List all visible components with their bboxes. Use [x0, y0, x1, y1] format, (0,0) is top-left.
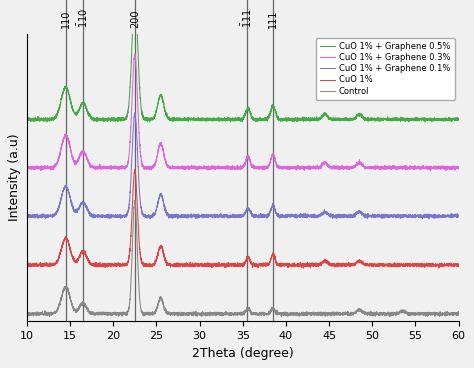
CuO 1% + Graphene 0.3% — [189, 166, 195, 171]
CuO 1% + Graphene 0.5% — [283, 116, 289, 121]
X-axis label: 2Theta (degree): 2Theta (degree) — [192, 347, 294, 360]
CuO 1% — [379, 262, 385, 267]
Text: 110: 110 — [61, 10, 71, 28]
Control — [379, 310, 385, 315]
Text: 200: 200 — [130, 10, 140, 28]
Y-axis label: Intensity (a.u): Intensity (a.u) — [9, 134, 21, 222]
CuO 1% + Graphene 0.3% — [24, 166, 30, 170]
Control — [346, 313, 352, 318]
CuO 1% — [283, 261, 289, 265]
CuO 1% + Graphene 0.3% — [305, 166, 310, 170]
CuO 1% + Graphene 0.5% — [24, 117, 30, 121]
CuO 1% + Graphene 0.1% — [102, 214, 108, 219]
CuO 1% — [24, 263, 30, 268]
Line: CuO 1% + Graphene 0.1%: CuO 1% + Graphene 0.1% — [27, 113, 459, 219]
CuO 1% + Graphene 0.1% — [283, 215, 289, 219]
CuO 1% + Graphene 0.1% — [132, 111, 138, 115]
CuO 1% + Graphene 0.5% — [422, 120, 428, 124]
Legend: CuO 1% + Graphene 0.5%, CuO 1% + Graphene 0.3%, CuO 1% + Graphene 0.1%, CuO 1%, : CuO 1% + Graphene 0.5%, CuO 1% + Graphen… — [316, 38, 455, 100]
CuO 1% — [305, 264, 310, 269]
CuO 1% + Graphene 0.3% — [346, 166, 352, 171]
CuO 1% + Graphene 0.1% — [346, 214, 352, 218]
CuO 1% + Graphene 0.3% — [379, 165, 385, 169]
Line: Control: Control — [27, 201, 459, 316]
CuO 1% — [102, 261, 108, 266]
Control — [102, 310, 108, 314]
CuO 1% — [346, 263, 352, 267]
CuO 1% — [436, 266, 442, 270]
CuO 1% + Graphene 0.3% — [456, 167, 462, 171]
CuO 1% + Graphene 0.1% — [419, 216, 425, 221]
Text: $\bar{1}$11: $\bar{1}$11 — [240, 8, 254, 28]
CuO 1% + Graphene 0.3% — [132, 52, 137, 56]
Control — [456, 312, 462, 317]
Line: CuO 1%: CuO 1% — [27, 169, 459, 268]
CuO 1% + Graphene 0.5% — [346, 118, 352, 122]
Control — [189, 311, 195, 315]
CuO 1% + Graphene 0.3% — [283, 164, 289, 169]
CuO 1% + Graphene 0.5% — [379, 117, 385, 122]
CuO 1% — [189, 262, 195, 266]
CuO 1% — [456, 262, 462, 267]
CuO 1% + Graphene 0.1% — [189, 215, 195, 219]
CuO 1% + Graphene 0.1% — [24, 215, 30, 219]
Text: $\bar{1}$10: $\bar{1}$10 — [76, 8, 90, 28]
CuO 1% + Graphene 0.5% — [305, 116, 310, 120]
Text: 111: 111 — [268, 10, 278, 28]
Control — [305, 311, 310, 315]
CuO 1% + Graphene 0.3% — [102, 164, 108, 169]
CuO 1% + Graphene 0.5% — [189, 117, 195, 122]
Control — [132, 198, 138, 203]
CuO 1% + Graphene 0.5% — [456, 117, 462, 121]
CuO 1% + Graphene 0.1% — [379, 214, 385, 219]
CuO 1% + Graphene 0.1% — [305, 215, 310, 219]
Control — [24, 311, 30, 316]
CuO 1% — [132, 167, 138, 171]
CuO 1% + Graphene 0.1% — [456, 214, 462, 218]
Control — [283, 313, 289, 318]
CuO 1% + Graphene 0.5% — [102, 117, 108, 122]
Line: CuO 1% + Graphene 0.3%: CuO 1% + Graphene 0.3% — [27, 54, 459, 171]
Control — [46, 314, 52, 319]
Line: CuO 1% + Graphene 0.5%: CuO 1% + Graphene 0.5% — [27, 0, 459, 122]
CuO 1% + Graphene 0.3% — [428, 169, 433, 173]
